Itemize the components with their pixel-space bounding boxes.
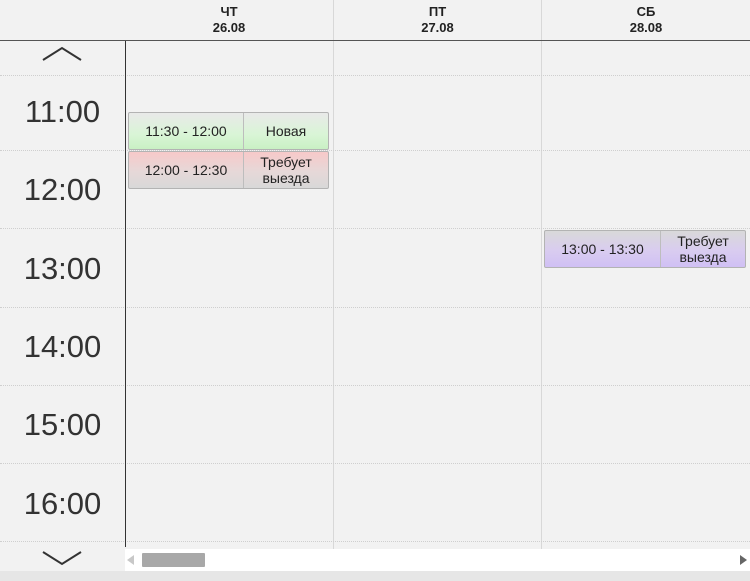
day-date: 27.08 bbox=[421, 20, 454, 35]
day-header bbox=[0, 0, 750, 40]
appointment-event[interactable]: 12:00 - 12:30 Требует выезда bbox=[128, 151, 329, 189]
day-weekday: ЧТ bbox=[220, 4, 238, 19]
column-divider bbox=[541, 0, 542, 549]
hour-label: 15:00 bbox=[23, 407, 102, 442]
hour-label: 14:00 bbox=[23, 329, 102, 364]
bottom-edge bbox=[0, 571, 750, 581]
hour-label: 16:00 bbox=[23, 486, 102, 521]
hour-label: 11:00 bbox=[24, 94, 101, 129]
event-time: 12:00 - 12:30 bbox=[129, 152, 244, 188]
day-weekday: СБ bbox=[636, 4, 656, 19]
scroll-right-icon[interactable] bbox=[740, 555, 747, 565]
scrollbar-thumb[interactable] bbox=[142, 553, 205, 567]
grid-line bbox=[0, 541, 750, 542]
hour-label: 13:00 bbox=[23, 251, 102, 286]
day-header-fri[interactable]: ПТ 27.08 bbox=[334, 0, 541, 40]
header-divider bbox=[0, 40, 750, 41]
column-divider bbox=[333, 0, 334, 549]
grid-line bbox=[0, 463, 750, 464]
grid-line bbox=[0, 150, 750, 151]
appointment-event[interactable]: 13:00 - 13:30 Требует выезда bbox=[544, 230, 746, 268]
appointment-event[interactable]: 11:30 - 12:00 Новая bbox=[128, 112, 329, 150]
chevron-down-icon[interactable] bbox=[38, 548, 86, 568]
event-status: Требует выезда bbox=[260, 154, 312, 186]
event-time: 13:00 - 13:30 bbox=[545, 231, 661, 267]
day-header-sat[interactable]: СБ 28.08 bbox=[542, 0, 750, 40]
horizontal-scrollbar[interactable] bbox=[125, 549, 750, 571]
day-date: 26.08 bbox=[212, 20, 246, 35]
grid-line bbox=[0, 75, 750, 76]
scroll-left-icon[interactable] bbox=[127, 555, 134, 565]
day-header-thu[interactable]: ЧТ 26.08 bbox=[125, 0, 333, 40]
day-date: 28.08 bbox=[629, 20, 663, 35]
chevron-up-icon[interactable] bbox=[38, 44, 86, 64]
grid-line bbox=[0, 307, 750, 308]
event-status: Требует выезда bbox=[677, 233, 729, 265]
time-axis-divider bbox=[125, 41, 126, 547]
hour-label: 12:00 bbox=[23, 172, 102, 207]
day-weekday: ПТ bbox=[428, 4, 447, 19]
grid-line bbox=[0, 385, 750, 386]
event-time: 11:30 - 12:00 bbox=[129, 113, 244, 149]
grid-line bbox=[0, 228, 750, 229]
event-status: Новая bbox=[265, 123, 307, 139]
